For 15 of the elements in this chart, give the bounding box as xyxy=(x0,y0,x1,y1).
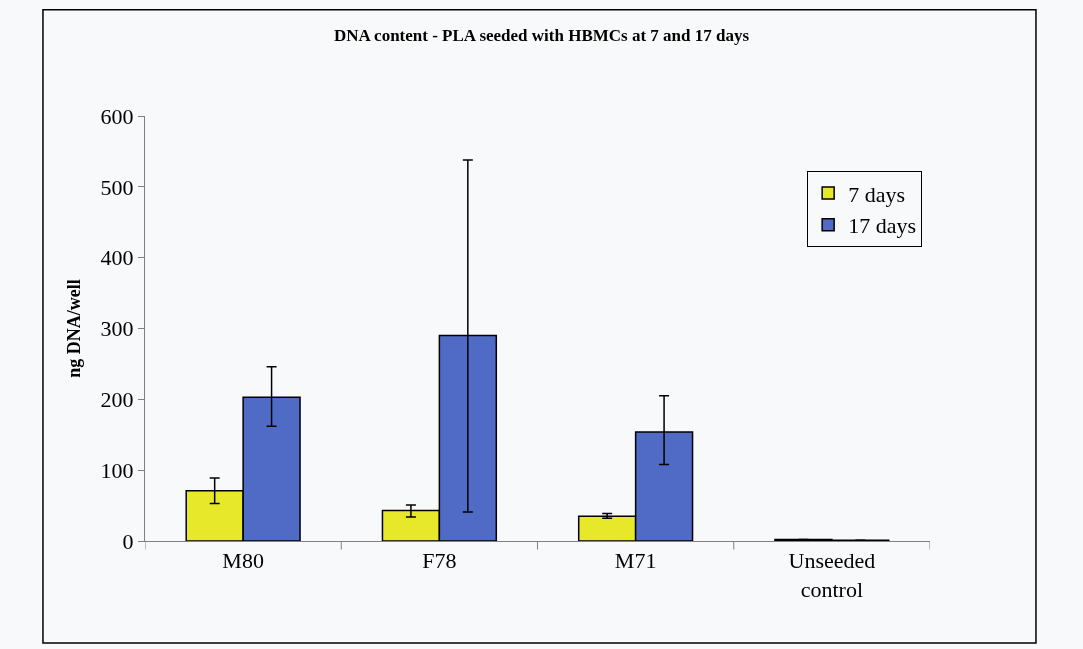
y-tick-label: 300 xyxy=(100,316,134,342)
y-tick-label: 600 xyxy=(100,103,134,129)
x-tick-label: F78 xyxy=(422,548,457,574)
y-tick-label: 400 xyxy=(100,245,134,271)
y-tick-label: 0 xyxy=(122,528,134,554)
x-tick-label: Unseeded control xyxy=(788,548,876,602)
legend-label: 17 days xyxy=(848,213,916,239)
y-tick-label: 100 xyxy=(100,457,134,483)
x-tick-label: M71 xyxy=(614,548,657,574)
legend-label: 7 days xyxy=(848,181,905,207)
chart-title: DNA content - PLA seeded with HBMCs at 7 and 17 days xyxy=(333,26,750,46)
y-tick-label: 200 xyxy=(100,387,134,413)
x-tick-label: M80 xyxy=(222,548,264,574)
y-axis-title: ng DNA/well xyxy=(63,279,84,378)
y-tick-label: 500 xyxy=(100,174,134,200)
